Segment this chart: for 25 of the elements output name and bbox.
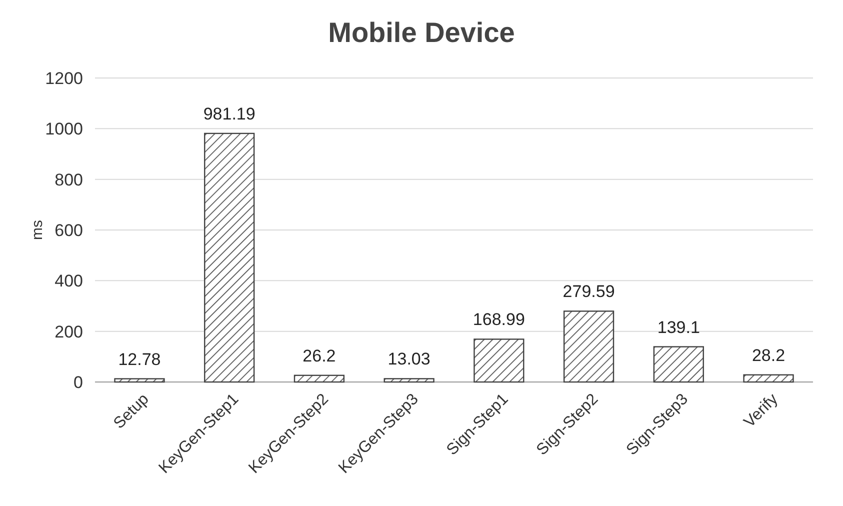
y-tick-label: 800 [54,170,83,190]
data-label: 168.99 [472,310,525,330]
bar [294,374,345,383]
y-tick-label: 200 [54,322,83,342]
bar [653,346,704,383]
data-label: 981.19 [203,104,256,124]
bar [563,310,614,383]
bar [204,132,255,383]
y-tick-label: 1000 [45,120,83,139]
data-label: 139.1 [657,318,700,337]
y-tick-label: 0 [74,372,83,392]
y-axis-title: ms [29,220,46,240]
data-label: 12.78 [118,350,161,369]
data-label: 13.03 [388,350,430,369]
bar [474,338,524,383]
chart-title: Mobile Device [328,17,515,48]
bar [743,374,794,383]
data-label: 26.2 [302,346,336,366]
y-tick-label: 400 [54,272,83,291]
data-label: 28.2 [752,346,786,365]
y-tick-label: 600 [54,220,83,240]
bar [114,378,165,383]
bar [384,378,434,383]
data-label: 279.59 [562,282,615,302]
y-tick-label: 1200 [45,68,83,88]
